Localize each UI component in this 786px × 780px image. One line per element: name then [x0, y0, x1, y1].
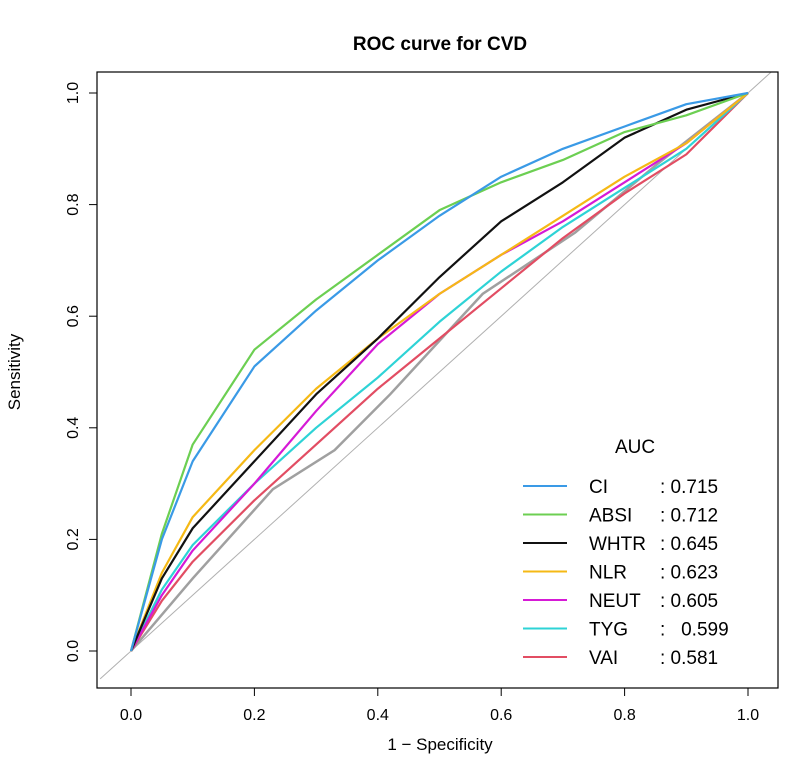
- legend-name: VAI: [589, 648, 618, 669]
- series-line-tyg: [130, 92, 749, 652]
- y-tick-label: 0.6: [65, 305, 82, 327]
- legend: AUC CI : 0.715 ABSI : 0.712 WHTR : 0.645 NLR : …: [523, 437, 729, 669]
- x-axis-label: 1 − Specificity: [387, 735, 493, 754]
- chart-title: ROC curve for CVD: [353, 34, 527, 55]
- diagonal-reference-line: [99, 72, 772, 680]
- series-line-vai: [130, 92, 749, 652]
- series-line-ci: [129, 91, 749, 652]
- y-tick-label: 1.0: [65, 82, 82, 104]
- y-tick-label: 0.2: [65, 528, 82, 550]
- series-line-neut: [130, 92, 749, 652]
- series-line-absi: [129, 91, 749, 652]
- legend-auc: : 0.712: [660, 506, 718, 527]
- legend-name: CI: [589, 477, 608, 498]
- y-axis-label: Sensitivity: [5, 333, 24, 410]
- series-line-nlr: [129, 92, 749, 652]
- x-tick-label: 1.0: [737, 707, 759, 724]
- legend-auc: : 0.605: [660, 591, 718, 612]
- x-tick-label: 0.6: [490, 707, 512, 724]
- legend-name: ABSI: [589, 506, 632, 527]
- y-tick-label: 0.8: [65, 193, 82, 215]
- plot-frame: [96, 71, 779, 689]
- legend-auc: : 0.645: [660, 534, 718, 555]
- y-tick-label: 0.0: [65, 640, 82, 662]
- x-tick-label: 0.4: [367, 707, 389, 724]
- legend-name: WHTR: [589, 534, 646, 555]
- x-tick-label: 0.2: [243, 707, 265, 724]
- series-line-whtr: [129, 91, 749, 652]
- legend-name: NLR: [589, 563, 627, 584]
- legend-auc: : 0.599: [660, 620, 729, 641]
- series-line-unlabeled: [130, 92, 749, 652]
- legend-auc: : 0.581: [660, 648, 718, 669]
- x-tick-label: 0.0: [120, 707, 142, 724]
- legend-name: TYG: [589, 620, 628, 641]
- legend-auc: : 0.623: [660, 563, 718, 584]
- legend-title: AUC: [615, 437, 655, 458]
- y-tick-label: 0.4: [65, 417, 82, 439]
- x-tick-label: 0.8: [613, 707, 635, 724]
- legend-name: NEUT: [589, 591, 641, 612]
- legend-auc: : 0.715: [660, 477, 718, 498]
